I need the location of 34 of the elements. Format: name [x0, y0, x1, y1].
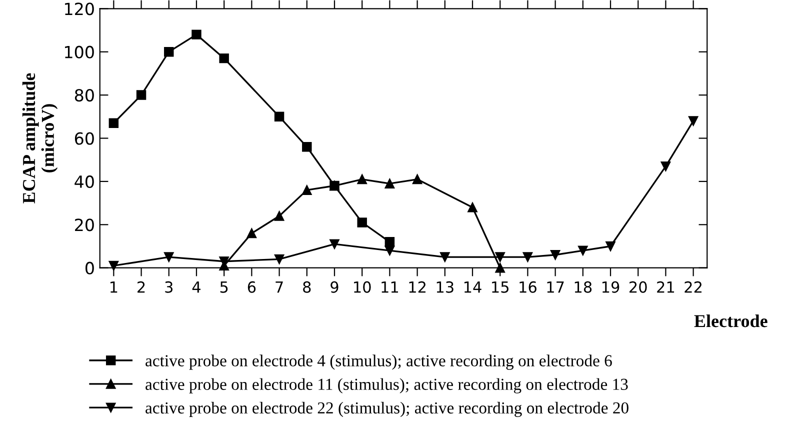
x-tick-label: 21 [657, 281, 674, 293]
x-tick-label: 15 [492, 282, 508, 293]
x-tick-label: 2 [138, 281, 145, 293]
x-tick-label: 10 [354, 281, 371, 293]
x-tick-label: 12 [409, 281, 426, 293]
y-tick-label: 20 [75, 218, 94, 232]
x-tick-label: 1 [110, 282, 118, 293]
y-tick-label: 0 [86, 262, 94, 274]
y-axis-title: ECAP amplitude (microV) [22, 73, 58, 204]
y-tick-label: 60 [74, 132, 94, 145]
x-tick-label: 8 [303, 281, 311, 293]
x-tick-label: 6 [248, 281, 256, 293]
x-tick-label: 7 [276, 282, 283, 293]
legend-label: active probe on electrode 11 (stimulus); active recording on electrode 13 [146, 378, 628, 394]
x-tick-label: 20 [630, 281, 647, 293]
x-tick-label: 19 [602, 281, 620, 293]
x-tick-label: 5 [220, 282, 228, 293]
y-tick-label: 80 [74, 89, 94, 102]
x-tick-label: 18 [574, 281, 592, 293]
x-tick-label: 22 [684, 281, 702, 293]
x-axis-title: Electrode [694, 314, 768, 328]
x-tick-label: 9 [330, 281, 338, 293]
legend-label: active probe on electrode 4 (stimulus); active recording on electrode 6 [146, 354, 612, 370]
x-tick-label: 3 [165, 281, 173, 293]
x-tick-label: 14 [464, 282, 482, 293]
x-tick-label: 4 [192, 282, 200, 293]
y-tick-label: 100 [65, 46, 94, 58]
x-tick-label: 17 [547, 282, 564, 293]
y-tick-label: 40 [74, 175, 94, 188]
x-tick-label: 13 [436, 281, 454, 293]
x-tick-label: 11 [382, 282, 398, 293]
legend-label: active probe on electrode 22 (stimulus); active recording on electrode 20 [146, 402, 628, 417]
x-tick-label: 16 [520, 281, 536, 293]
y-tick-label: 120 [65, 2, 94, 16]
